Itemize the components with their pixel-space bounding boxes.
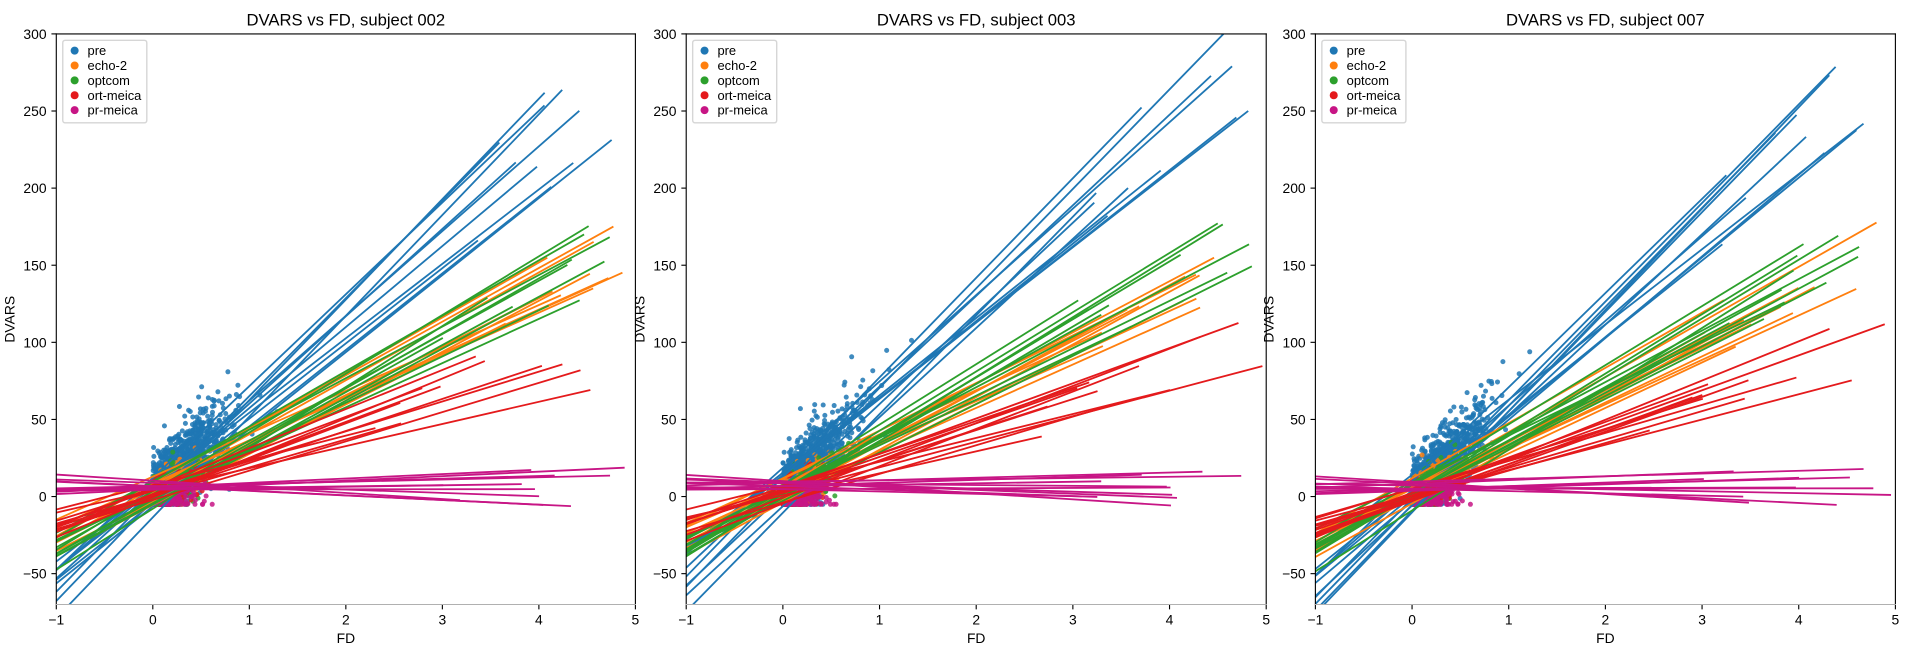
svg-text:100: 100	[1283, 334, 1306, 350]
svg-text:200: 200	[1283, 180, 1306, 196]
svg-text:DVARS: DVARS	[2, 296, 18, 343]
svg-text:200: 200	[23, 180, 46, 196]
svg-text:2: 2	[342, 611, 350, 627]
svg-text:DVARS: DVARS	[1261, 296, 1277, 343]
svg-text:100: 100	[23, 334, 46, 350]
svg-text:1: 1	[876, 611, 884, 627]
svg-text:5: 5	[1892, 611, 1900, 627]
svg-text:FD: FD	[337, 630, 356, 646]
svg-text:4: 4	[1166, 611, 1174, 627]
svg-text:0: 0	[1298, 489, 1306, 505]
svg-text:pre: pre	[88, 43, 107, 58]
svg-text:50: 50	[31, 411, 47, 427]
svg-text:250: 250	[653, 103, 676, 119]
svg-text:DVARS: DVARS	[631, 296, 647, 343]
svg-text:5: 5	[1262, 611, 1270, 627]
svg-text:100: 100	[653, 334, 676, 350]
svg-text:1: 1	[245, 611, 253, 627]
svg-text:2: 2	[972, 611, 980, 627]
svg-text:pre: pre	[1347, 43, 1366, 58]
svg-text:150: 150	[653, 257, 676, 273]
svg-text:3: 3	[1069, 611, 1077, 627]
svg-text:0: 0	[669, 489, 677, 505]
svg-text:−50: −50	[653, 566, 677, 582]
svg-text:5: 5	[632, 611, 640, 627]
svg-text:DVARS vs FD, subject 007: DVARS vs FD, subject 007	[1506, 11, 1705, 30]
svg-text:250: 250	[1283, 103, 1306, 119]
svg-text:2: 2	[1602, 611, 1610, 627]
svg-text:−50: −50	[1282, 566, 1306, 582]
svg-text:ort-meica: ort-meica	[1347, 88, 1402, 103]
svg-text:echo-2: echo-2	[88, 58, 127, 73]
svg-text:50: 50	[1290, 411, 1306, 427]
svg-text:300: 300	[653, 26, 676, 42]
svg-text:echo-2: echo-2	[717, 58, 756, 73]
svg-text:FD: FD	[967, 630, 986, 646]
svg-text:echo-2: echo-2	[1347, 58, 1386, 73]
svg-text:optcom: optcom	[88, 73, 130, 88]
svg-text:4: 4	[535, 611, 543, 627]
svg-text:DVARS vs FD, subject 002: DVARS vs FD, subject 002	[246, 11, 445, 30]
svg-text:3: 3	[439, 611, 447, 627]
svg-text:optcom: optcom	[717, 73, 759, 88]
svg-text:−50: −50	[23, 566, 47, 582]
svg-text:300: 300	[23, 26, 46, 42]
svg-text:200: 200	[653, 180, 676, 196]
svg-text:pre: pre	[717, 43, 736, 58]
svg-text:optcom: optcom	[1347, 73, 1389, 88]
svg-text:pr-meica: pr-meica	[717, 103, 768, 118]
svg-text:−1: −1	[48, 611, 64, 627]
svg-text:DVARS vs FD, subject 003: DVARS vs FD, subject 003	[877, 11, 1076, 30]
svg-text:150: 150	[23, 257, 46, 273]
svg-text:0: 0	[1408, 611, 1416, 627]
svg-text:3: 3	[1698, 611, 1706, 627]
svg-text:150: 150	[1283, 257, 1306, 273]
svg-text:0: 0	[149, 611, 157, 627]
svg-text:−1: −1	[1307, 611, 1323, 627]
svg-text:4: 4	[1795, 611, 1803, 627]
svg-text:0: 0	[779, 611, 787, 627]
svg-text:ort-meica: ort-meica	[717, 88, 772, 103]
svg-text:ort-meica: ort-meica	[88, 88, 143, 103]
svg-text:250: 250	[23, 103, 46, 119]
svg-text:1: 1	[1505, 611, 1513, 627]
svg-text:FD: FD	[1596, 630, 1614, 646]
svg-text:pr-meica: pr-meica	[88, 103, 139, 118]
svg-text:50: 50	[661, 411, 677, 427]
svg-text:−1: −1	[678, 611, 694, 627]
svg-text:0: 0	[39, 489, 47, 505]
svg-text:300: 300	[1283, 26, 1306, 42]
svg-text:pr-meica: pr-meica	[1347, 103, 1398, 118]
